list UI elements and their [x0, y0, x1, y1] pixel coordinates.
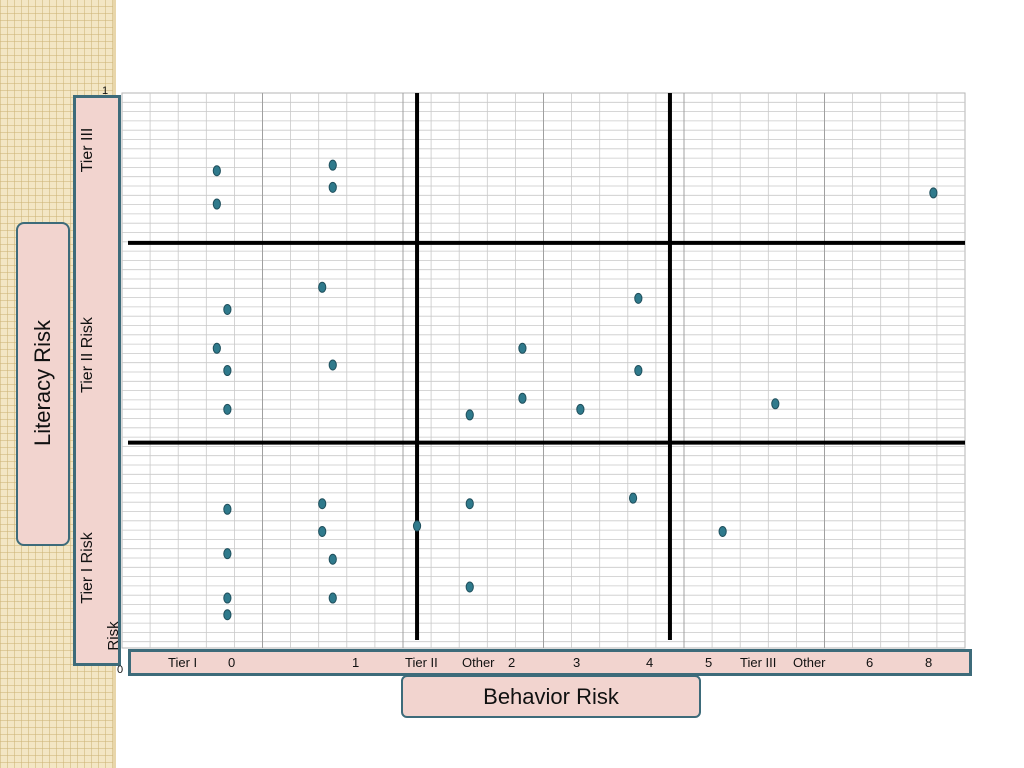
x-tick-label: Other: [462, 655, 495, 670]
data-point: [223, 609, 232, 621]
x-tick-label: 4: [646, 655, 654, 670]
data-point: [718, 525, 727, 537]
data-point: [212, 165, 221, 177]
x-tick-label: Tier III: [740, 655, 777, 670]
data-point: [318, 281, 327, 293]
x-tick-label: 3: [573, 655, 581, 670]
data-point: [318, 525, 327, 537]
y-tier-label-tier-iii: Tier III: [79, 127, 96, 173]
data-point: [328, 553, 337, 565]
y-tier-label-box: [73, 95, 121, 666]
data-point: [412, 520, 422, 532]
data-point: [223, 365, 232, 376]
data-point: [223, 403, 232, 415]
data-point: [223, 548, 232, 560]
data-point: [634, 365, 643, 376]
x-axis-title-box: Behavior Risk: [401, 675, 701, 718]
x-tick-label: 1: [352, 655, 360, 670]
x-tick-label-box: [128, 649, 972, 676]
chart-grid: [121, 92, 966, 649]
data-point: [576, 403, 585, 415]
data-point: [929, 187, 938, 199]
y-axis-title-box: [16, 222, 70, 546]
data-point: [223, 503, 232, 515]
data-point: [328, 181, 337, 193]
data-point: [465, 498, 474, 510]
y-axis-title: Literacy Risk: [30, 320, 55, 446]
data-point: [634, 292, 643, 304]
x-tick-label: 2: [508, 655, 516, 670]
x-tick-label: 5: [705, 655, 713, 670]
x-tick-label: Tier II: [405, 655, 438, 670]
y-tier-label-tier-ii: Tier II Risk: [79, 317, 96, 393]
data-point: [771, 398, 780, 410]
x-tick-label: 0: [228, 655, 236, 670]
data-point: [223, 303, 232, 315]
data-point: [223, 592, 232, 604]
data-point: [328, 359, 337, 371]
quadrant-dividers: [128, 93, 965, 640]
y-tier-label-risk: Risk: [105, 621, 122, 651]
data-point: [628, 492, 638, 504]
data-point: [328, 592, 337, 604]
x-axis-title: Behavior Risk: [483, 683, 619, 709]
y-tick-label-top: 1: [102, 85, 109, 97]
data-point: [465, 409, 474, 421]
data-point: [518, 392, 527, 404]
y-tick-label-bottom: 0: [117, 664, 124, 676]
data-point: [518, 342, 527, 354]
data-points: [212, 159, 938, 621]
data-point: [212, 342, 221, 354]
data-point: [318, 498, 327, 510]
data-point: [212, 198, 221, 210]
data-point: [328, 159, 337, 171]
x-tick-label: 6: [866, 655, 874, 670]
x-tick-label: Tier I: [168, 655, 198, 670]
data-point: [465, 581, 474, 593]
x-tick-label: Other: [793, 655, 826, 670]
x-tick-label: 8: [925, 655, 933, 670]
y-tier-label-tier-i: Tier I Risk: [79, 532, 96, 604]
